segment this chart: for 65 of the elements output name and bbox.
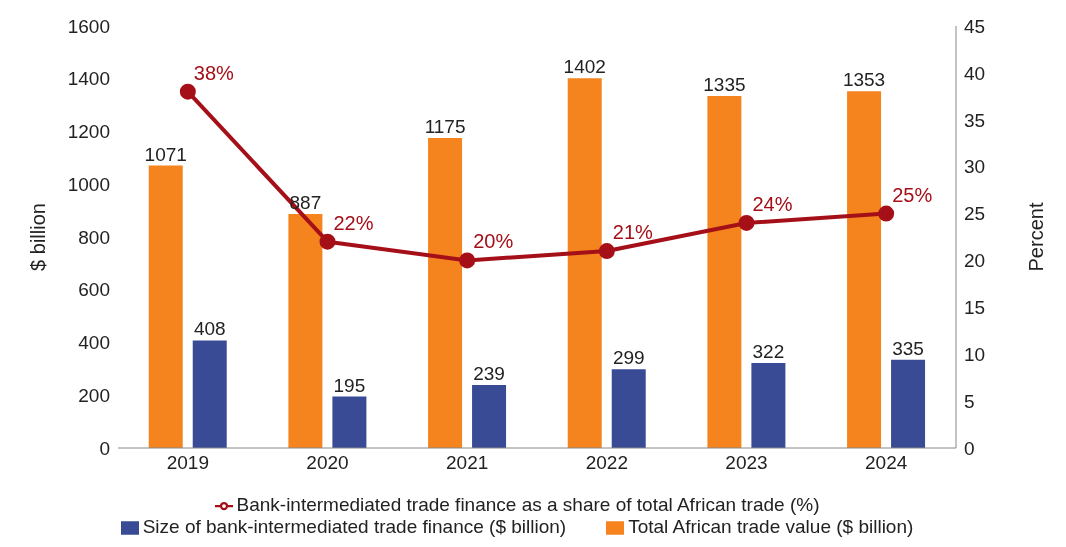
data-label: 24% [752, 192, 793, 215]
y2-tick-label: 10 [964, 343, 986, 365]
y2-tick-label: 15 [964, 297, 986, 319]
data-label: 1175 [424, 116, 466, 138]
x-tick-label: 2024 [865, 452, 908, 474]
data-label: 22% [333, 211, 374, 234]
y-tick-label: 1400 [67, 68, 110, 90]
data-label: 239 [473, 362, 505, 384]
data-label: 322 [752, 341, 785, 363]
y2-tick-label: 30 [964, 156, 986, 178]
data-label: 25% [892, 183, 933, 206]
data-label: 21% [612, 221, 654, 244]
x-tick-label: 2023 [725, 452, 768, 474]
y-tick-label: 1200 [67, 121, 110, 143]
y2-tick-label: 45 [964, 15, 986, 37]
y2-tick-label: 25 [964, 203, 986, 225]
y2-tick-label: 5 [964, 390, 975, 412]
data-label: 195 [333, 374, 366, 396]
bar [472, 384, 507, 448]
y-tick-label: 800 [78, 226, 110, 248]
y-tick-label: 600 [78, 279, 110, 301]
legend-label: Bank-intermediated trade finance as a share of total African trade (%) [236, 494, 820, 515]
data-label: 1353 [842, 69, 886, 91]
y-tick-label: 0 [99, 437, 110, 459]
bar [567, 78, 602, 448]
bar [288, 214, 323, 448]
bar [148, 165, 183, 448]
bar [891, 359, 926, 448]
bar [847, 91, 882, 448]
data-label: 299 [612, 347, 645, 369]
y-tick-label: 1600 [67, 15, 110, 37]
data-label: 1402 [563, 56, 606, 78]
data-label: 38% [193, 61, 235, 84]
bar [611, 369, 646, 448]
y2-axis-title: Percent [1025, 202, 1048, 272]
point [179, 83, 196, 100]
point [738, 214, 755, 231]
bar [332, 396, 367, 448]
y-tick-label: 400 [78, 332, 110, 354]
data-label: 1071 [144, 143, 187, 165]
bar [192, 340, 227, 448]
y-tick-label: 1000 [67, 173, 110, 195]
y-tick-label: 200 [78, 384, 110, 406]
point [598, 243, 615, 260]
y2-tick-label: 35 [964, 109, 986, 131]
data-label: 408 [193, 318, 226, 340]
legend-label: Size of bank-intermediated trade finance ($ billion) [142, 516, 567, 537]
legend-label: Total African trade value ($ billion) [628, 516, 914, 537]
data-label: 20% [473, 230, 514, 253]
y2-tick-label: 0 [964, 437, 975, 459]
point [319, 233, 336, 250]
x-tick-label: 2022 [585, 452, 628, 474]
bar [428, 138, 463, 448]
y-axis-title: $ billion [27, 203, 50, 271]
y2-tick-label: 20 [964, 250, 986, 272]
bar [751, 363, 786, 448]
x-tick-label: 2021 [446, 452, 489, 474]
x-tick-label: 2019 [166, 452, 209, 474]
y2-tick-label: 40 [964, 62, 986, 84]
data-label: 1335 [703, 73, 746, 95]
data-label: 335 [892, 337, 924, 359]
point [459, 252, 476, 269]
bar [707, 95, 742, 448]
x-tick-label: 2020 [306, 452, 349, 474]
point [878, 205, 895, 222]
